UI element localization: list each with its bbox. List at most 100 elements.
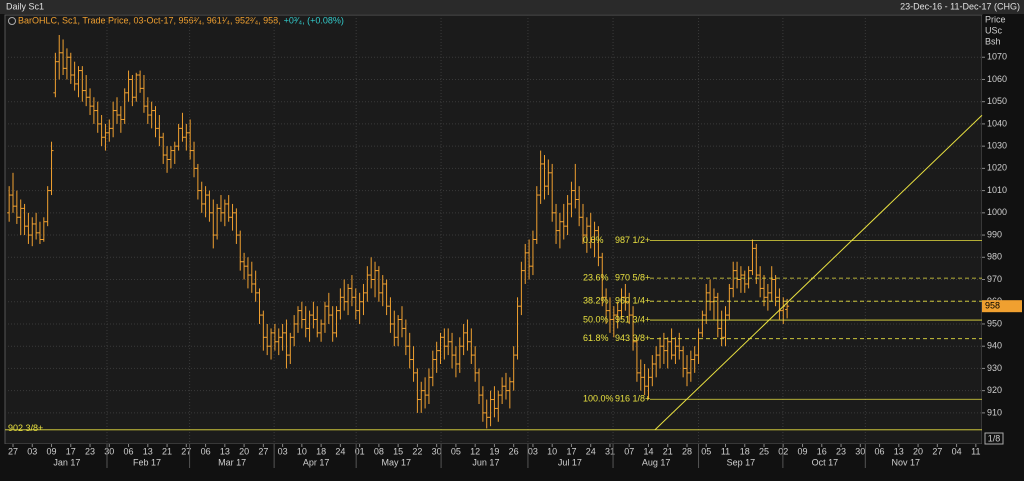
x-tick-label: 16 <box>817 446 827 456</box>
month-label: May 17 <box>381 457 411 467</box>
x-tick-label: 24 <box>586 446 596 456</box>
month-label: Jun 17 <box>472 457 499 467</box>
y-tick-label: 970 <box>987 274 1002 284</box>
x-tick-label: 13 <box>894 446 904 456</box>
scale-box[interactable] <box>984 432 1004 445</box>
axis-title: Price <box>985 14 1006 24</box>
x-tick-label: 31 <box>605 446 615 456</box>
month-label: Oct 17 <box>812 457 839 467</box>
y-tick-label: 920 <box>987 385 1002 395</box>
scale-note: 1/8 <box>988 433 1001 443</box>
x-tick-label: 17 <box>66 446 76 456</box>
x-tick-label: 20 <box>913 446 923 456</box>
legend-text: BarOHLC, Sc1, Trade Price, 03-Oct-17, 95… <box>18 15 281 25</box>
y-tick-label: 1010 <box>987 185 1007 195</box>
month-label: Jan 17 <box>53 457 80 467</box>
header-bar <box>0 0 1024 14</box>
y-tick-label: 1050 <box>987 96 1007 106</box>
x-tick-label: 24 <box>335 446 345 456</box>
chart-title: Daily Sc1 <box>6 1 44 11</box>
x-tick-label: 07 <box>624 446 634 456</box>
axis-title: Bsh <box>985 36 1001 46</box>
month-label: Aug 17 <box>642 457 671 467</box>
fib-name: 100.0% <box>583 394 614 404</box>
fib-label: 970 5/8+ <box>615 272 650 282</box>
x-tick-label: 03 <box>27 446 37 456</box>
x-tick-label: 01 <box>355 446 365 456</box>
support-label: 902 3/8+ <box>8 423 43 433</box>
x-tick-label: 20 <box>239 446 249 456</box>
month-label: Apr 17 <box>303 457 330 467</box>
x-tick-label: 10 <box>297 446 307 456</box>
trendline <box>654 114 983 431</box>
plot-layer <box>5 15 982 444</box>
x-tick-label: 26 <box>509 446 519 456</box>
x-tick-label: 17 <box>566 446 576 456</box>
x-tick-label: 18 <box>740 446 750 456</box>
y-tick-label: 980 <box>987 252 1002 262</box>
x-tick-label: 28 <box>682 446 692 456</box>
x-tick-label: 18 <box>316 446 326 456</box>
x-tick-label: 11 <box>721 446 730 456</box>
axis-title: USc <box>985 25 1003 35</box>
fib-name: 38.2% <box>583 296 609 306</box>
x-tick-label: 06 <box>124 446 134 456</box>
last-price-box <box>982 300 1022 313</box>
y-tick-label: 930 <box>987 363 1002 373</box>
y-tick-label: 950 <box>987 318 1002 328</box>
fib-label: 987 1/2+ <box>615 235 650 245</box>
x-tick-label: 30 <box>104 446 114 456</box>
x-tick-label: 09 <box>47 446 57 456</box>
fib-label: 960 1/4+ <box>615 296 650 306</box>
fib-label: 951 3/4+ <box>615 314 650 324</box>
x-tick-label: 09 <box>798 446 808 456</box>
y-tick-label: 1020 <box>987 163 1007 173</box>
x-tick-label: 06 <box>201 446 211 456</box>
x-tick-label: 21 <box>663 446 673 456</box>
x-tick-label: 06 <box>875 446 885 456</box>
y-tick-label: 1030 <box>987 141 1007 151</box>
x-tick-label: 30 <box>855 446 865 456</box>
x-tick-label: 13 <box>143 446 153 456</box>
y-tick-label: 1040 <box>987 118 1007 128</box>
y-tick-label: 1070 <box>987 52 1007 62</box>
fib-label: 916 1/8+ <box>615 394 650 404</box>
x-tick-label: 03 <box>528 446 538 456</box>
x-tick-label: 22 <box>412 446 422 456</box>
fib-label: 943 3/8+ <box>615 333 650 343</box>
x-tick-label: 27 <box>932 446 942 456</box>
legend-change: +0³⁄₄, (+0.08%) <box>284 15 344 25</box>
month-label: Sep 17 <box>727 457 756 467</box>
y-tick-label: 940 <box>987 341 1002 351</box>
x-tick-label: 10 <box>547 446 557 456</box>
x-tick-label: 03 <box>278 446 288 456</box>
x-tick-label: 12 <box>470 446 480 456</box>
month-label: Mar 17 <box>218 457 246 467</box>
x-tick-label: 21 <box>162 446 172 456</box>
x-tick-label: 27 <box>258 446 268 456</box>
last-price-label: 958 <box>985 301 1000 311</box>
x-tick-label: 23 <box>85 446 95 456</box>
x-tick-label: 30 <box>432 446 442 456</box>
x-tick-label: 08 <box>374 446 384 456</box>
x-tick-label: 27 <box>8 446 18 456</box>
month-label: Feb 17 <box>133 457 161 467</box>
month-label: Nov 17 <box>891 457 920 467</box>
x-tick-label: 05 <box>451 446 461 456</box>
x-tick-label: 11 <box>971 446 980 456</box>
fib-name: 23.6% <box>583 272 609 282</box>
x-tick-label: 19 <box>489 446 499 456</box>
x-tick-label: 23 <box>836 446 846 456</box>
date-range: 23-Dec-16 - 11-Dec-17 (CHG) <box>900 1 1020 11</box>
y-tick-label: 990 <box>987 229 1002 239</box>
legend-icon[interactable] <box>8 17 16 25</box>
y-tick-label: 910 <box>987 407 1002 417</box>
x-tick-label: 14 <box>643 446 653 456</box>
month-label: Jul 17 <box>558 457 582 467</box>
x-tick-label: 27 <box>181 446 191 456</box>
x-tick-label: 25 <box>759 446 769 456</box>
y-tick-label: 1000 <box>987 207 1007 217</box>
x-tick-label: 15 <box>393 446 403 456</box>
x-tick-label: 04 <box>952 446 962 456</box>
